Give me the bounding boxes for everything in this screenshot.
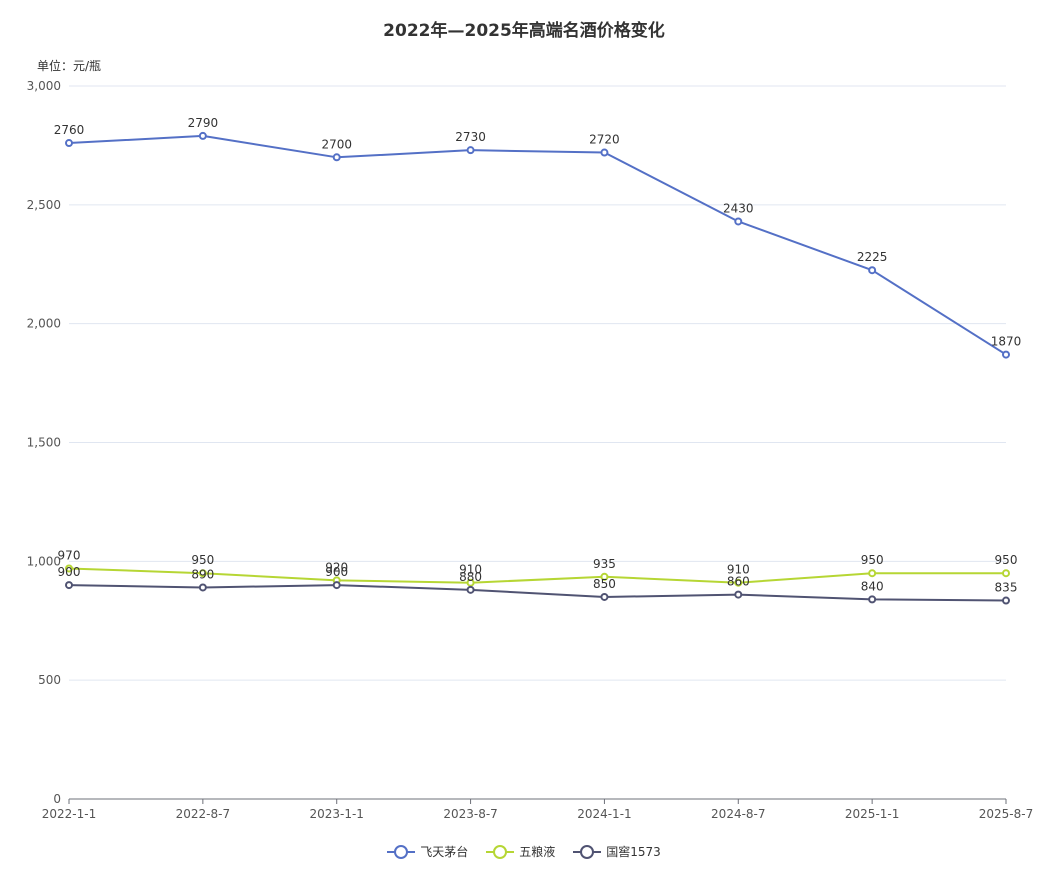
data-label: 2430 [723, 201, 754, 215]
data-point [1002, 596, 1010, 605]
data-label: 835 [995, 581, 1018, 595]
x-tick-label: 2022-8-7 [176, 807, 230, 821]
data-label: 920 [325, 560, 348, 574]
data-label: 860 [727, 575, 750, 589]
legend-item-3[interactable]: 国窖1573 [573, 843, 661, 860]
y-tick-label: 500 [38, 673, 61, 687]
legend-label: 国窖1573 [606, 845, 661, 859]
data-label: 900 [58, 565, 81, 579]
data-point [198, 131, 207, 140]
data-point [1002, 569, 1010, 578]
data-point [65, 581, 73, 590]
data-point [65, 564, 73, 573]
data-label: 880 [459, 570, 482, 584]
data-point [600, 572, 609, 581]
data-label: 910 [459, 563, 482, 577]
data-label: 910 [727, 563, 750, 577]
data-point [734, 578, 743, 587]
data-point [332, 581, 341, 590]
x-tick-label: 2025-8-7 [979, 807, 1033, 821]
data-label: 900 [325, 565, 348, 579]
x-tick-label: 2022-1-1 [42, 807, 96, 821]
data-label: 970 [58, 548, 81, 562]
data-point [868, 595, 877, 604]
legend-item-2[interactable]: 五粮液 [486, 843, 555, 860]
x-tick-label: 2024-8-7 [711, 807, 765, 821]
data-label: 950 [995, 553, 1018, 567]
data-point [1002, 350, 1010, 359]
legend-label: 飞天茅台 [420, 845, 469, 859]
legend-swatch [573, 844, 602, 859]
data-label: 950 [861, 553, 884, 567]
data-label: 890 [191, 567, 214, 581]
data-point [198, 569, 207, 578]
data-point [868, 266, 877, 275]
legend-label: 五粮液 [519, 845, 556, 859]
data-label: 935 [593, 557, 616, 571]
data-point [734, 590, 743, 599]
x-tick-label: 2023-1-1 [309, 807, 363, 821]
y-tick-label: 1,000 [27, 554, 61, 568]
legend-swatch [486, 844, 515, 859]
data-point [332, 153, 341, 162]
x-tick-label: 2025-1-1 [845, 807, 899, 821]
data-label: 2760 [54, 123, 85, 137]
legend-item-1[interactable]: 飞天茅台 [387, 843, 468, 860]
series-lines [65, 131, 1010, 605]
x-tick-label: 2024-1-1 [577, 807, 631, 821]
data-point [734, 217, 743, 226]
data-point [466, 585, 475, 594]
data-label: 2790 [188, 116, 219, 130]
y-tick-label: 2,500 [27, 198, 61, 212]
data-label: 2700 [321, 137, 352, 151]
data-label: 2225 [857, 250, 888, 264]
data-label: 1870 [991, 335, 1022, 349]
x-tick-label: 2023-8-7 [443, 807, 497, 821]
y-tick-label: 0 [53, 792, 61, 806]
data-labels: 2760 2790 2700 2730 2720 2430 2225 1870 970 950 92… [54, 116, 1022, 595]
chart-title: 2022年—2025年高端名酒价格变化 [383, 21, 665, 41]
series-line-3 [68, 584, 1007, 602]
legend-swatch [387, 844, 416, 859]
data-label: 950 [191, 553, 214, 567]
data-point [65, 139, 73, 148]
y-tick-label: 2,000 [27, 317, 61, 331]
data-label: 2730 [455, 130, 486, 144]
y-tick-label: 1,500 [27, 436, 61, 450]
data-point [198, 583, 207, 592]
data-label: 840 [861, 579, 884, 593]
axes: 0 500 1,000 1,500 2,000 2,500 3,000 2022-1-1 202… [27, 79, 1034, 821]
data-label: 2720 [589, 133, 620, 147]
data-point [600, 592, 609, 601]
data-point [600, 148, 609, 157]
data-point [868, 569, 877, 578]
data-point [466, 578, 475, 587]
series-line-2 [68, 567, 1006, 584]
data-point [466, 146, 475, 155]
grid-lines [69, 85, 1006, 681]
data-label: 850 [593, 577, 616, 591]
series-line-1 [68, 134, 1007, 356]
legend: 飞天茅台 五粮液 国窖1573 [0, 843, 1048, 860]
y-tick-label: 3,000 [27, 79, 61, 93]
y-axis-unit-label: 单位：元/瓶 [37, 59, 102, 73]
